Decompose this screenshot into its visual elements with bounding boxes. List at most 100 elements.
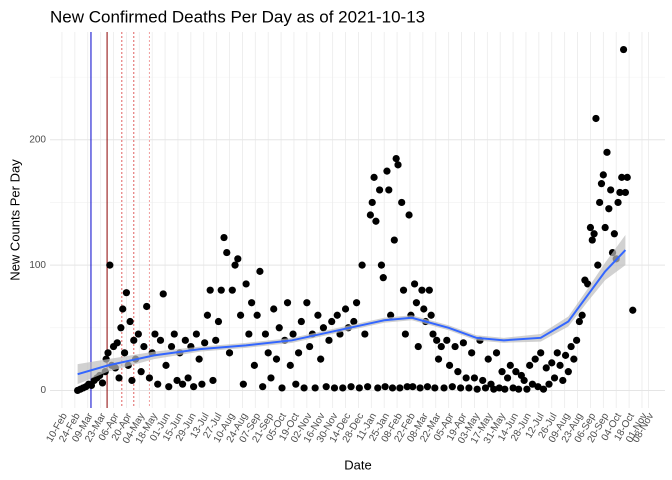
point <box>156 336 165 344</box>
point <box>347 383 355 391</box>
point <box>372 217 380 225</box>
y-tick-label: 0 <box>40 385 46 396</box>
point <box>375 186 384 194</box>
point <box>610 230 618 238</box>
point <box>267 374 275 382</box>
point <box>503 374 512 382</box>
point <box>259 383 267 391</box>
point <box>427 311 435 319</box>
point <box>559 376 567 385</box>
point <box>584 280 592 288</box>
point <box>586 223 595 232</box>
point <box>623 173 631 181</box>
point <box>451 342 459 351</box>
point <box>256 267 264 275</box>
point <box>398 198 406 207</box>
point <box>272 355 281 363</box>
point <box>117 324 125 332</box>
point <box>377 261 386 269</box>
point <box>401 330 409 338</box>
point <box>170 330 178 338</box>
point <box>286 361 294 369</box>
point <box>119 305 127 313</box>
point <box>115 374 123 382</box>
point <box>484 355 492 363</box>
point <box>106 261 114 269</box>
point <box>490 385 498 393</box>
point <box>319 324 328 332</box>
point <box>457 384 465 392</box>
point <box>328 317 336 326</box>
point <box>548 359 556 367</box>
point <box>523 385 531 393</box>
point <box>465 384 473 392</box>
point <box>459 339 467 347</box>
point <box>303 299 311 307</box>
point <box>545 380 553 388</box>
point <box>214 317 223 326</box>
point <box>618 173 626 181</box>
point <box>325 336 333 344</box>
point <box>492 349 501 357</box>
point <box>253 311 261 319</box>
point <box>134 330 142 338</box>
point <box>443 336 451 344</box>
point <box>350 317 358 326</box>
point <box>420 305 428 313</box>
point <box>270 305 278 313</box>
point <box>126 317 134 326</box>
point <box>434 355 443 363</box>
point <box>289 330 297 338</box>
point <box>388 384 397 392</box>
point <box>355 384 363 392</box>
point <box>317 355 325 363</box>
point <box>379 274 387 282</box>
point <box>203 311 212 319</box>
point <box>416 384 424 392</box>
point <box>381 383 389 391</box>
point <box>570 355 578 363</box>
point <box>292 380 300 388</box>
point <box>495 384 503 392</box>
point <box>462 374 470 382</box>
point <box>433 336 441 344</box>
point <box>220 233 228 242</box>
point <box>592 114 600 123</box>
point <box>201 339 209 347</box>
point <box>479 376 487 385</box>
point <box>167 342 176 351</box>
point <box>470 374 479 382</box>
point <box>596 198 604 207</box>
point <box>225 349 234 357</box>
point <box>311 384 319 392</box>
point <box>120 349 129 357</box>
point <box>264 349 272 357</box>
point <box>429 330 437 338</box>
point <box>575 317 583 326</box>
point <box>248 299 256 307</box>
point <box>454 368 462 376</box>
point <box>192 330 200 338</box>
point <box>236 311 245 319</box>
point <box>506 361 514 369</box>
point <box>553 349 561 357</box>
point <box>364 383 372 391</box>
point <box>234 255 242 263</box>
point <box>159 290 167 298</box>
point <box>140 342 148 351</box>
point <box>468 349 476 357</box>
point <box>431 384 439 392</box>
point <box>361 330 369 338</box>
point <box>418 286 426 294</box>
point <box>594 261 602 269</box>
point <box>130 336 138 344</box>
point <box>245 330 253 338</box>
point <box>383 167 391 175</box>
point <box>162 361 170 369</box>
point <box>614 198 622 207</box>
point <box>278 384 286 392</box>
point <box>173 376 181 385</box>
point <box>481 384 490 392</box>
point <box>399 286 408 294</box>
point <box>275 324 283 332</box>
